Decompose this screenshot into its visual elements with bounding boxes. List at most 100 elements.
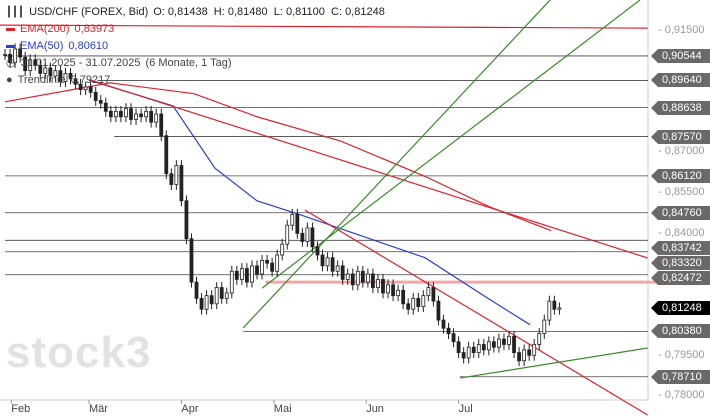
candle <box>124 108 128 118</box>
ema200-swatch <box>6 28 15 31</box>
candle <box>48 67 53 77</box>
trendline <box>0 24 648 29</box>
clock-icon: ◷ <box>6 57 16 69</box>
candle <box>310 227 315 248</box>
level-price-tag: 0,83742 <box>651 240 710 255</box>
legend-ema200[interactable]: EMA(200) 0,83973 <box>6 21 385 38</box>
candle <box>300 232 305 242</box>
candle <box>542 319 547 335</box>
ema50-value: 0,80610 <box>68 40 109 52</box>
candle <box>184 200 189 240</box>
candle <box>386 284 390 294</box>
x-tick-label: Jun <box>366 403 384 415</box>
y-tick-label: - 0,78000 <box>658 389 705 402</box>
candle <box>527 349 532 356</box>
ema200-value: 0,83973 <box>74 23 115 35</box>
candle <box>517 352 521 362</box>
candle <box>33 59 38 66</box>
legend-header: ┃┃┃ USD/CHF (FOREX, Bid) O: 0,81438 H: 0… <box>6 4 385 21</box>
y-tick-label: - 0,91500 <box>658 23 705 36</box>
candle <box>58 70 63 82</box>
trendline-label: Trendlinie <box>17 74 66 86</box>
candle <box>411 297 416 310</box>
candle <box>486 341 491 351</box>
candle <box>431 287 436 302</box>
candle <box>406 303 411 310</box>
candle <box>3 53 7 56</box>
candle <box>340 265 345 280</box>
candle <box>451 333 456 343</box>
candle <box>371 273 375 288</box>
ema200-line <box>4 82 552 232</box>
candle <box>441 319 446 329</box>
candle <box>63 72 68 82</box>
candle <box>320 254 325 267</box>
candle <box>83 86 88 91</box>
candle <box>108 110 113 118</box>
level-price-tag: 0,82472 <box>651 270 710 285</box>
candle <box>214 287 219 305</box>
candle <box>78 83 83 91</box>
symbol-title: USD/CHF (FOREX, Bid) <box>29 6 149 18</box>
candle <box>285 224 290 245</box>
level-price-tag: 0,84760 <box>651 205 710 220</box>
candle <box>280 243 285 256</box>
level-price-tag: 0,86120 <box>651 168 710 183</box>
level-price-tag: 0,89640 <box>651 73 710 88</box>
candle <box>189 238 194 283</box>
candle <box>315 246 320 256</box>
candle <box>461 352 466 359</box>
x-tick-label: Mär <box>89 403 108 415</box>
candle <box>275 254 280 272</box>
candle <box>290 213 295 226</box>
ema50-swatch <box>6 45 15 48</box>
y-tick-label: - 0,84000 <box>658 226 705 239</box>
trendline-value: 0,79217 <box>70 74 111 86</box>
ema200-label: EMA(200) <box>20 23 70 35</box>
candle <box>537 333 542 345</box>
candle <box>219 287 224 299</box>
trendline <box>242 0 551 329</box>
candlestick-icon: ┃┃┃ <box>6 7 25 18</box>
period-description: (6 Monate, 1 Tag) <box>145 57 232 69</box>
candle <box>270 262 275 272</box>
candle <box>471 346 476 354</box>
candle <box>355 270 360 286</box>
candle <box>8 53 12 63</box>
candle <box>239 268 244 280</box>
candle <box>446 327 451 335</box>
candle <box>73 78 78 85</box>
candle <box>144 110 149 118</box>
candle <box>68 72 73 80</box>
trendline <box>459 347 648 379</box>
candle <box>396 289 401 297</box>
candle <box>497 338 501 348</box>
candle <box>547 300 552 321</box>
candle <box>426 287 431 297</box>
candle <box>245 268 249 283</box>
candle <box>179 165 184 202</box>
y-tick-label: - 0,79500 <box>658 348 705 361</box>
legend-ema50[interactable]: EMA(50) 0,80610 <box>6 38 385 55</box>
candle <box>199 297 204 310</box>
candle <box>88 86 93 93</box>
y-tick-label: - 0,87000 <box>658 145 705 158</box>
level-price-tag: 0,88638 <box>651 100 710 115</box>
y-tick-label: - 0,85500 <box>658 186 705 199</box>
x-tick-label: Apr <box>181 403 199 415</box>
candle <box>103 102 108 112</box>
candle <box>360 270 365 283</box>
legend-period[interactable]: ◷ 31.01.2025 - 31.07.2025 (6 Monate, 1 T… <box>6 55 385 72</box>
legend-trendline[interactable]: ● Trendlinie 0,79217 <box>6 72 385 89</box>
candle <box>98 100 103 104</box>
period-range: 31.01.2025 - 31.07.2025 <box>20 57 141 69</box>
candle <box>491 341 496 348</box>
candle <box>255 265 259 275</box>
candle <box>476 344 481 354</box>
candle <box>149 110 154 123</box>
candle <box>295 213 300 234</box>
candle <box>391 284 395 297</box>
candle <box>456 341 461 354</box>
